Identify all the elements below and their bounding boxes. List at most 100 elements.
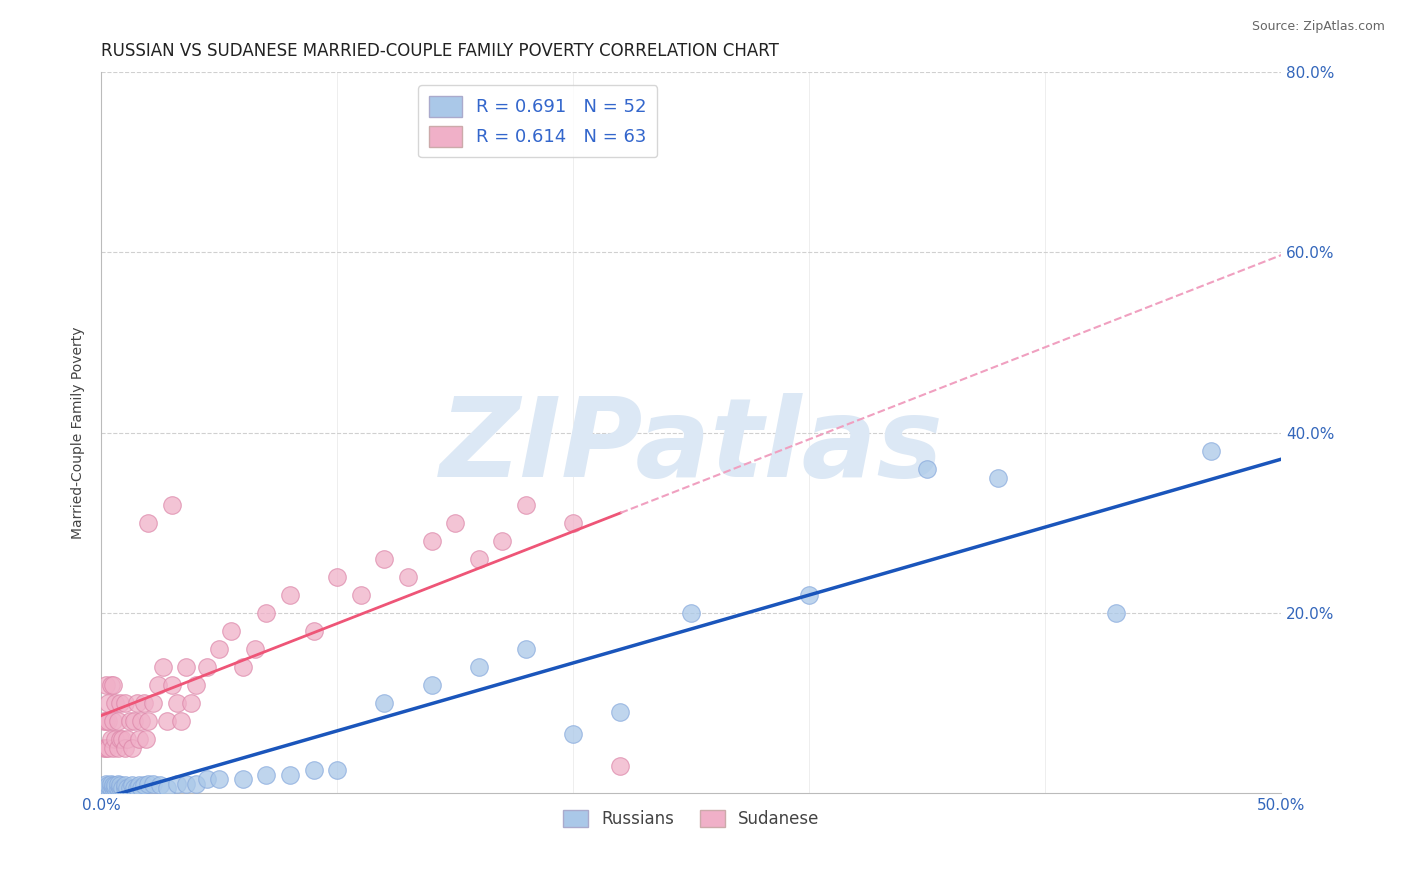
Point (444, 516, 467, 530)
Point (138, 714, 160, 728)
Point (562, 516, 585, 530)
Point (114, 740, 136, 755)
Point (121, 779, 143, 793)
Point (156, 781, 179, 796)
Point (101, 678, 124, 692)
Point (160, 498, 183, 512)
Point (142, 777, 165, 791)
Point (420, 678, 443, 692)
Point (420, 533, 443, 548)
Point (515, 641, 537, 656)
Point (373, 696, 395, 710)
Point (104, 779, 127, 793)
Point (122, 781, 145, 796)
Point (101, 740, 124, 755)
Point (125, 781, 148, 796)
Point (101, 781, 124, 796)
Point (468, 551, 491, 566)
Point (93, 740, 115, 755)
Point (373, 551, 395, 566)
Point (180, 696, 202, 710)
Point (799, 588, 821, 602)
Point (111, 731, 134, 746)
Point (1199, 443, 1222, 458)
Point (122, 714, 145, 728)
Point (108, 696, 131, 710)
Point (94, 777, 117, 791)
Point (131, 714, 153, 728)
Point (101, 779, 124, 793)
Point (142, 696, 165, 710)
Point (166, 696, 188, 710)
Point (100, 781, 122, 796)
Point (93, 714, 115, 728)
Point (100, 731, 122, 746)
Point (160, 678, 183, 692)
Point (256, 767, 278, 781)
Point (917, 461, 939, 475)
Point (468, 659, 491, 673)
Point (104, 696, 127, 710)
Point (128, 779, 150, 793)
Point (208, 772, 231, 786)
Point (256, 606, 278, 620)
Point (326, 569, 349, 583)
Point (114, 779, 136, 793)
Text: Source: ZipAtlas.com: Source: ZipAtlas.com (1251, 20, 1385, 33)
Point (115, 731, 138, 746)
Point (1105, 606, 1128, 620)
Text: RUSSIAN VS SUDANESE MARRIED-COUPLE FAMILY POVERTY CORRELATION CHART: RUSSIAN VS SUDANESE MARRIED-COUPLE FAMIL… (101, 42, 779, 60)
Point (107, 781, 129, 796)
Point (170, 714, 193, 728)
Point (118, 781, 141, 796)
Point (174, 659, 197, 673)
Point (232, 659, 254, 673)
Point (132, 779, 155, 793)
Point (156, 714, 179, 728)
Point (681, 606, 703, 620)
Point (152, 659, 174, 673)
Point (243, 641, 266, 656)
Legend: Russians, Sudanese: Russians, Sudanese (557, 803, 825, 835)
Point (125, 696, 148, 710)
Point (114, 781, 136, 796)
Point (97, 714, 120, 728)
Point (302, 763, 325, 777)
Point (208, 641, 231, 656)
Point (114, 696, 136, 710)
Point (108, 731, 131, 746)
Point (987, 470, 1010, 484)
Point (111, 781, 134, 796)
Point (97, 779, 120, 793)
Point (121, 740, 143, 755)
Point (174, 777, 197, 791)
Point (166, 777, 188, 791)
Point (97, 781, 120, 796)
Point (94, 740, 117, 755)
Point (146, 678, 169, 692)
Point (138, 516, 160, 530)
Point (107, 714, 129, 728)
Point (100, 777, 122, 791)
Point (278, 588, 301, 602)
Point (149, 779, 172, 793)
Text: ZIPatlas: ZIPatlas (440, 393, 943, 500)
Point (108, 779, 131, 793)
Point (93, 781, 115, 796)
Point (107, 740, 129, 755)
Point (94, 781, 117, 796)
Point (97, 696, 120, 710)
Point (515, 498, 537, 512)
Point (232, 772, 254, 786)
Y-axis label: Married-Couple Family Poverty: Married-Couple Family Poverty (72, 326, 86, 539)
Point (219, 624, 242, 638)
Point (107, 777, 129, 791)
Point (562, 727, 585, 741)
Point (184, 777, 207, 791)
Point (491, 533, 513, 548)
Point (326, 763, 349, 777)
Point (138, 777, 160, 791)
Point (396, 569, 419, 583)
Point (609, 758, 631, 772)
Point (118, 714, 141, 728)
